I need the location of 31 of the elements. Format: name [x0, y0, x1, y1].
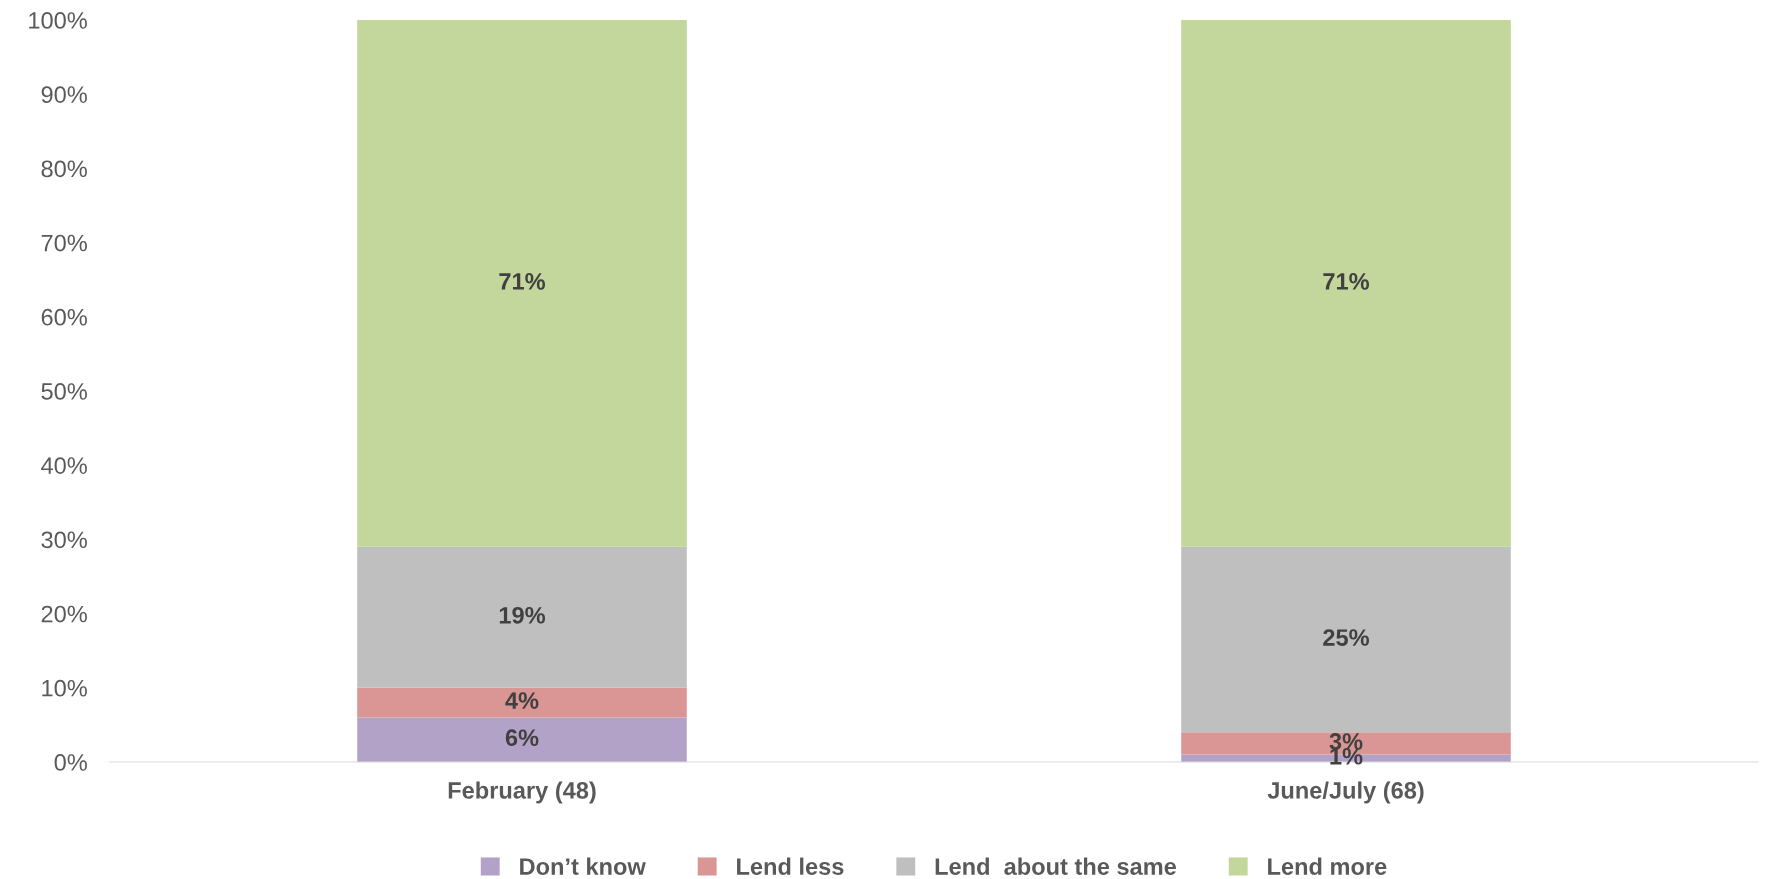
- bar: [357, 20, 687, 547]
- y-tick-label: 40%: [41, 457, 87, 474]
- y-tick-label: 10%: [42, 679, 87, 697]
- data-label: 19%: [499, 606, 546, 624]
- data-label: 1%: [1330, 747, 1363, 765]
- x-tick-label: February (48): [448, 781, 596, 804]
- y-tick-label: 50%: [41, 383, 87, 400]
- data-label: 3%: [1329, 733, 1363, 750]
- data-label: 6%: [505, 729, 539, 747]
- data-label: 25%: [1323, 629, 1370, 646]
- legend-label: Lend about the same: [935, 857, 1177, 875]
- x-tick-label: June/July (68): [1267, 781, 1424, 804]
- data-label: 71%: [499, 273, 546, 290]
- y-tick-label: 60%: [41, 308, 87, 326]
- y-tick-label: 70%: [41, 234, 87, 252]
- y-tick-label: 100%: [29, 12, 87, 29]
- data-label: 4%: [505, 692, 539, 709]
- y-tick-label: 90%: [41, 86, 87, 103]
- y-tick-label: 80%: [41, 160, 87, 178]
- bar: [357, 717, 687, 762]
- y-tick-label: 30%: [41, 531, 87, 549]
- bar: [357, 546, 687, 688]
- legend-label: Don’t know: [520, 857, 646, 875]
- legend-label: Lend more: [1268, 857, 1387, 875]
- legend-label: Lend less: [737, 857, 844, 875]
- data-label: 71%: [1323, 273, 1370, 290]
- bar: [357, 687, 687, 718]
- bar: [1181, 20, 1511, 547]
- bar: [1181, 546, 1511, 733]
- y-tick-label: 20%: [41, 605, 87, 623]
- y-tick-label: 0%: [54, 754, 87, 771]
